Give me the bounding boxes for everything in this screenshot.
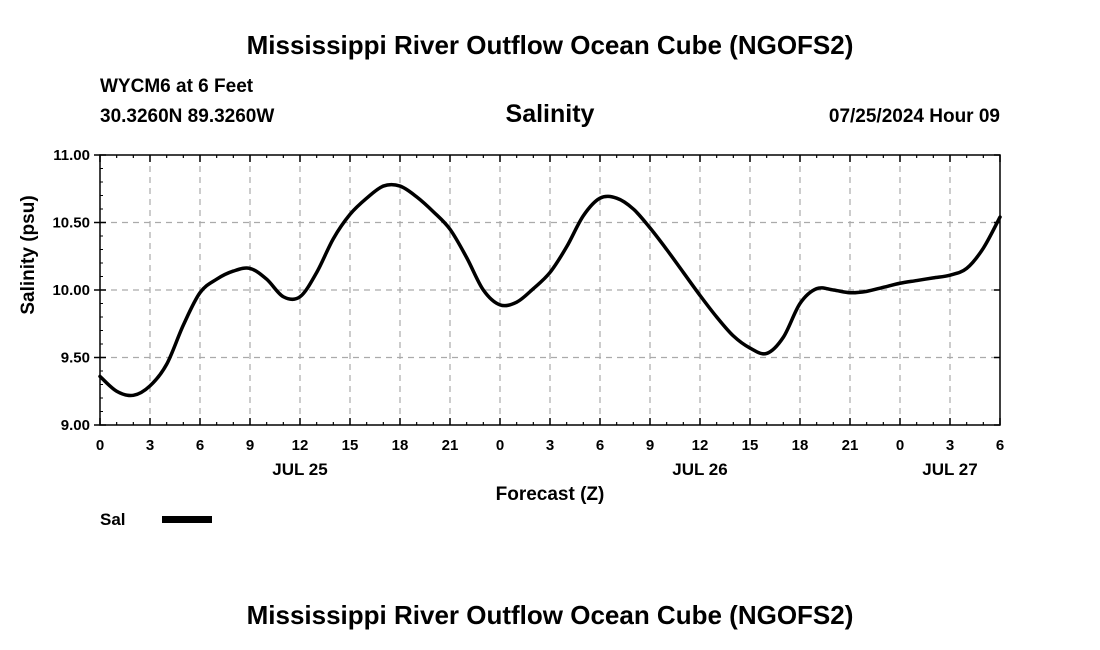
x-tick-label: 6 [996,437,1004,454]
x-tick-label: 15 [342,437,359,454]
tick-layer [94,154,1001,426]
y-axis-label: Salinity (psu) [18,195,39,314]
y-tick-label: 10.00 [52,282,90,299]
chart-title: Salinity [505,100,595,128]
x-tick-label: 3 [146,437,154,454]
y-tick-label: 11.00 [53,147,90,164]
coordinates-label: 30.3260N 89.3260W [100,106,275,127]
x-tick-label: 3 [946,437,954,454]
x-tick-label: 9 [246,437,254,454]
x-tick-label: 21 [442,437,459,454]
day-label: JUL 26 [672,460,727,479]
x-axis-label: Forecast (Z) [496,484,605,505]
x-tick-label: 9 [646,437,654,454]
forecast-date-label: 07/25/2024 Hour 09 [828,106,1000,127]
y-tick-label: 9.50 [61,350,90,367]
x-tick-label: 18 [792,437,809,454]
day-label: JUL 25 [272,460,327,479]
x-tick-label: 6 [596,437,604,454]
x-tick-label: 0 [896,437,904,454]
x-tick-label: 0 [96,437,104,454]
day-label: JUL 27 [922,460,977,479]
main-title: Mississippi River Outflow Ocean Cube (NG… [246,30,854,60]
station-label: WYCM6 at 6 Feet [100,76,254,97]
y-tick-label: 10.50 [52,215,90,232]
x-tick-label: 6 [196,437,204,454]
x-tick-label: 12 [292,437,309,454]
legend-swatch [162,516,212,523]
x-tick-label: 3 [546,437,554,454]
salinity-series-line [98,182,1002,398]
x-tick-label: 21 [842,437,859,454]
x-tick-label: 15 [742,437,759,454]
label-layer: 0 3 6 9 12 15 18 21 0 3 6 9 12 15 18 21 0 3 6 9.00 9.50 10.00… [52,147,1004,479]
x-tick-label: 0 [496,437,504,454]
x-tick-label: 12 [692,437,709,454]
x-tick-label: 18 [392,437,409,454]
legend-label: Sal [100,510,126,529]
footer-title: Mississippi River Outflow Ocean Cube (NG… [246,600,854,630]
y-tick-label: 9.00 [61,417,90,434]
